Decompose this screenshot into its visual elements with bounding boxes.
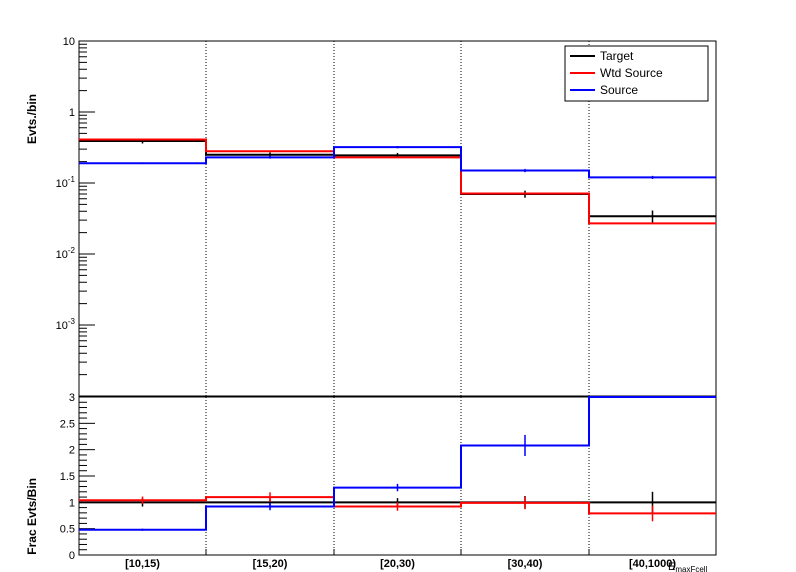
top-series-wtd-source	[79, 138, 716, 225]
top-y-tick-label: 10-2	[56, 246, 76, 261]
x-axis-label-sub: maxFcell	[675, 565, 707, 572]
top-frame	[78, 40, 717, 397]
top-y-axis-label: Evts./bin	[25, 94, 39, 144]
legend: Target Wtd Source Source	[564, 45, 709, 102]
bottom-y-tick-label: 1.5	[60, 471, 75, 483]
bottom-y-tick-label: 0	[69, 550, 75, 562]
top-y-tick-label-exp: -2	[68, 246, 76, 255]
x-category-label: [20,30)	[380, 558, 415, 570]
top-series-source	[79, 146, 716, 179]
top-y-tick-label: 10-3	[56, 317, 76, 332]
top-y-tick-label-base: 10	[56, 178, 68, 190]
top-y-tick-label: 10	[63, 36, 75, 48]
top-y-tick-label-exp: -1	[68, 175, 76, 184]
legend-entry: Source	[600, 83, 638, 97]
x-category-label: [30,40)	[508, 558, 543, 570]
legend-entry: Target	[600, 49, 634, 63]
bottom-y-axis-label: Frac Evts/Bin	[25, 478, 39, 555]
x-category-label: [15,20)	[253, 558, 288, 570]
top-y-tick-label: 1	[69, 107, 75, 119]
top-y-tick-label: 10-1	[56, 175, 76, 190]
bottom-panel: 0 0.5 1 1.5 2 2.5 3 [10,15) [15,20) [20,30) [30,40…	[60, 392, 717, 570]
x-axis-label-main: E	[668, 561, 675, 572]
top-y-tick-label-exp: -3	[68, 317, 76, 326]
bottom-y-tick-label: 2	[69, 445, 75, 457]
top-y-tick-label-base: 10	[56, 249, 68, 261]
x-axis-label: EmaxFcell	[668, 561, 708, 572]
x-category-label: [10,15)	[125, 558, 160, 570]
top-y-tick-label-base: 10	[56, 320, 68, 332]
bottom-frame	[78, 396, 717, 556]
bottom-y-tick-label: 2.5	[60, 418, 75, 430]
legend-entry: Wtd Source	[600, 66, 663, 80]
x-category-label: [40,1000)	[629, 558, 676, 570]
bottom-y-tick-label: 1	[69, 497, 75, 509]
bottom-y-tick-label: 0.5	[60, 524, 75, 536]
top-series-target	[79, 140, 716, 218]
bottom-y-tick-label: 3	[69, 392, 75, 404]
